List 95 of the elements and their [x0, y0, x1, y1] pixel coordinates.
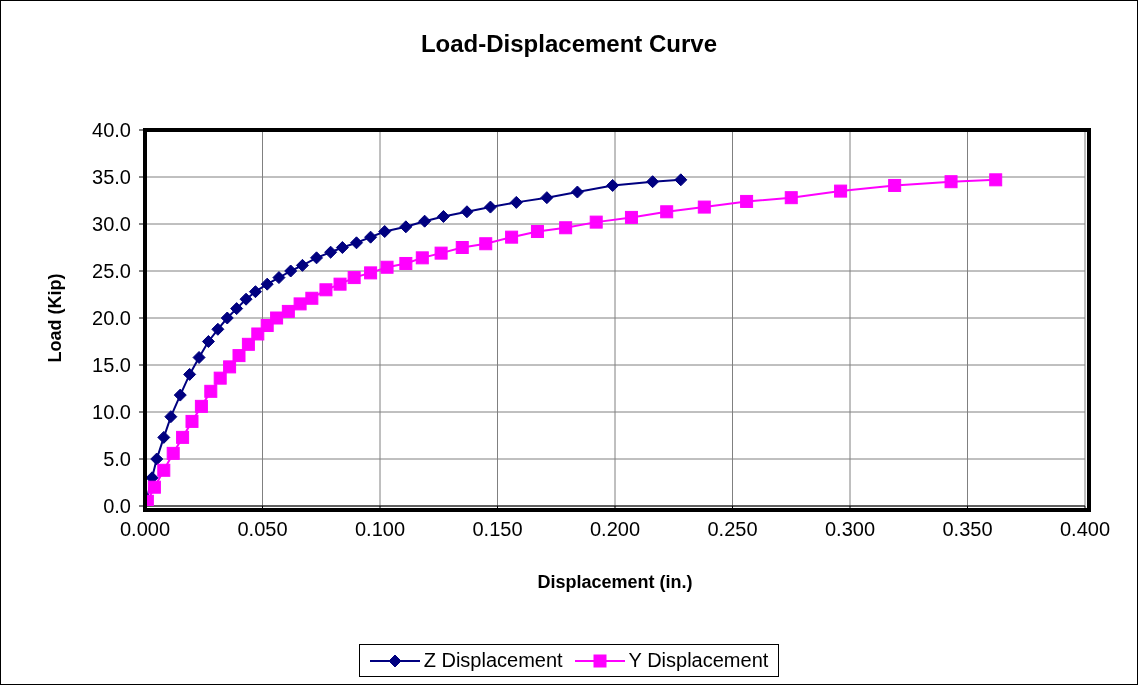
point	[239, 292, 253, 306]
point	[164, 410, 178, 424]
chart-title: Load-Displacement Curve	[419, 30, 719, 58]
point	[505, 230, 519, 244]
point	[364, 266, 378, 280]
point	[213, 371, 227, 385]
x-tick-label: 0.150	[472, 518, 523, 541]
point	[150, 452, 164, 466]
point	[944, 175, 958, 189]
y-tick-label: 10.0	[92, 401, 131, 424]
point	[220, 311, 234, 325]
point	[434, 246, 448, 260]
x-tick-label: 0.200	[589, 518, 641, 541]
point	[183, 367, 197, 381]
point	[415, 251, 429, 265]
point	[455, 241, 469, 254]
point	[319, 283, 333, 297]
point	[888, 178, 902, 192]
point	[293, 297, 307, 311]
point	[147, 480, 161, 494]
point	[589, 215, 603, 229]
point	[436, 209, 450, 223]
point	[483, 200, 497, 214]
point	[251, 327, 265, 341]
x-tick-label: 0.250	[707, 518, 758, 541]
point	[185, 414, 199, 428]
point	[378, 225, 392, 239]
point	[350, 236, 363, 250]
point	[157, 463, 171, 477]
point	[194, 399, 208, 413]
y-tick-label: 5.0	[103, 448, 131, 471]
point	[204, 384, 218, 398]
point	[272, 271, 286, 285]
point	[570, 185, 584, 199]
point	[509, 195, 523, 209]
point	[324, 245, 338, 259]
point	[230, 302, 244, 316]
y-tick-label: 20.0	[92, 307, 131, 330]
y-tick-label: 35.0	[92, 166, 131, 189]
point	[157, 430, 171, 444]
point	[834, 184, 848, 198]
legend-label: Z Displacement	[423, 649, 563, 672]
y-tick-label: 40.0	[92, 119, 131, 142]
x-tick-label: 0.400	[1059, 518, 1111, 541]
point	[660, 205, 674, 219]
y-tick-label: 30.0	[92, 213, 131, 236]
x-tick-label: 0.050	[237, 518, 288, 541]
x-tick-label: 0.350	[942, 518, 993, 541]
point	[173, 388, 187, 402]
point	[540, 191, 554, 205]
point	[674, 173, 688, 187]
point	[399, 220, 413, 234]
point	[305, 291, 319, 305]
y-tick-label: 0.0	[103, 495, 131, 518]
y-tick-label: 25.0	[92, 260, 131, 283]
legend-label: Y Displacement	[628, 649, 769, 672]
point	[281, 304, 295, 318]
point	[270, 311, 284, 325]
y-axis-title: Load (Kip)	[45, 273, 66, 363]
point	[530, 225, 544, 239]
point	[606, 178, 620, 192]
x-tick-label: 0.000	[119, 518, 171, 541]
point	[248, 285, 262, 299]
point	[176, 430, 190, 444]
point	[295, 258, 309, 272]
point	[697, 200, 711, 214]
point	[310, 251, 324, 265]
point	[241, 337, 255, 351]
point	[784, 191, 798, 205]
point	[646, 175, 660, 189]
point	[201, 335, 215, 348]
point	[347, 271, 361, 285]
point	[284, 264, 298, 278]
point	[211, 322, 225, 336]
point	[192, 350, 206, 364]
point	[223, 360, 237, 374]
point	[989, 173, 1003, 187]
x-tick-label: 0.100	[354, 518, 406, 541]
point	[364, 230, 378, 244]
point	[460, 205, 474, 219]
x-tick-label: 0.300	[824, 518, 876, 541]
point	[418, 214, 432, 228]
point	[333, 277, 347, 291]
x-axis-title: Displacement (in.)	[537, 572, 693, 592]
y-tick-label: 15.0	[92, 354, 131, 377]
point	[260, 277, 274, 291]
point	[740, 194, 754, 208]
point	[232, 349, 246, 363]
point	[559, 221, 573, 235]
point	[166, 446, 180, 460]
point	[479, 237, 493, 251]
point	[380, 260, 394, 274]
point	[399, 256, 413, 270]
point	[624, 210, 638, 224]
point	[335, 241, 349, 254]
